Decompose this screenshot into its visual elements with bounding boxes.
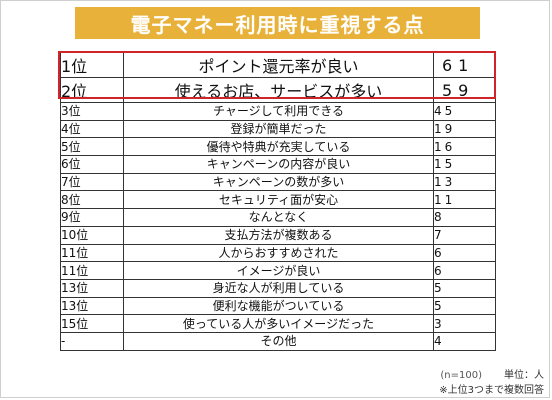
rank-cell: 4位 [60,119,124,139]
rank-cell: 10位 [60,225,124,245]
reason-cell: 人からおすすめされた [123,243,434,263]
table-row: 2位 使えるお店、サービスが多い 59 [60,77,496,103]
table-row: 6位 キャンペーンの内容が良い 15 [60,155,496,174]
rank-cell: 11位 [60,261,124,280]
rank-cell: 13位 [60,278,124,298]
table-row: - その他 4 [60,331,496,351]
reason-cell: 登録が簡単だった [123,119,434,139]
rank-cell: 9位 [60,208,124,227]
table-row: 9位 なんとなく 8 [60,208,496,227]
reason-cell: 支払方法が複数ある [123,225,434,245]
rank-cell: 11位 [60,243,124,263]
table-row: 15位 使っている人が多いイメージだった 3 [60,314,496,333]
table-row: 10位 支払方法が複数ある 7 [60,225,496,245]
ranking-table: 1位 ポイント還元率が良い 61 2位 使えるお店、サービスが多い 59 3位 チャージして利… [60,52,496,351]
table-row: 13位 身近な人が利用している 5 [60,278,496,298]
reason-cell: 優待や特典が充実している [123,137,434,157]
reason-cell: キャンペーンの内容が良い [123,155,434,174]
count-cell: 15 [433,155,496,174]
page-title: 電子マネー利用時に重視する点 [75,7,480,39]
table-row: 3位 チャージして利用できる 45 [60,102,496,121]
table-row: 8位 セキュリティ面が安心 11 [60,190,496,210]
reason-cell: 使っている人が多いイメージだった [123,314,434,333]
table-row: 7位 キャンペーンの数が多い 13 [60,172,496,192]
reason-cell: 身近な人が利用している [123,278,434,298]
table-row: 11位 イメージが良い 6 [60,261,496,280]
table-row: 11位 人からおすすめされた 6 [60,243,496,263]
reason-cell: なんとなく [123,208,434,227]
reason-cell: その他 [123,331,434,351]
count-cell: 59 [433,77,496,103]
reason-cell: 使えるお店、サービスが多い [123,77,434,103]
rank-cell: 6位 [60,155,124,174]
count-cell: 6 [433,261,496,280]
table-row: 5位 優待や特典が充実している 16 [60,137,496,157]
rank-cell: 5位 [60,137,124,157]
rank-cell: - [60,331,124,351]
count-cell: 61 [433,52,496,78]
sample-size: (n=100) [440,370,482,381]
count-cell: 7 [433,225,496,245]
table-row: 13位 便利な機能がついている 5 [60,296,496,316]
reason-cell: ポイント還元率が良い [123,52,434,78]
count-cell: 4 [433,331,496,351]
reason-cell: キャンペーンの数が多い [123,172,434,192]
count-cell: 5 [433,296,496,316]
count-cell: 5 [433,278,496,298]
reason-cell: 便利な機能がついている [123,296,434,316]
unit-label: 単位：人 [504,370,544,381]
count-cell: 11 [433,190,496,210]
rank-cell: 1位 [60,52,124,78]
reason-cell: チャージして利用できる [123,102,434,121]
table-row: 4位 登録が簡単だった 19 [60,119,496,139]
table-row: 1位 ポイント還元率が良い 61 [60,52,496,78]
rank-cell: 13位 [60,296,124,316]
count-cell: 6 [433,243,496,263]
footnote-note: ※上位3つまで複数回答 [439,385,544,396]
count-cell: 8 [433,208,496,227]
count-cell: 45 [433,102,496,121]
rank-cell: 3位 [60,102,124,121]
rank-cell: 2位 [60,77,124,103]
count-cell: 19 [433,119,496,139]
count-cell: 13 [433,172,496,192]
reason-cell: セキュリティ面が安心 [123,190,434,210]
reason-cell: イメージが良い [123,261,434,280]
count-cell: 3 [433,314,496,333]
footnote-line-1: (n=100) 単位：人 [440,366,544,381]
count-cell: 16 [433,137,496,157]
rank-cell: 15位 [60,314,124,333]
rank-cell: 8位 [60,190,124,210]
rank-cell: 7位 [60,172,124,192]
